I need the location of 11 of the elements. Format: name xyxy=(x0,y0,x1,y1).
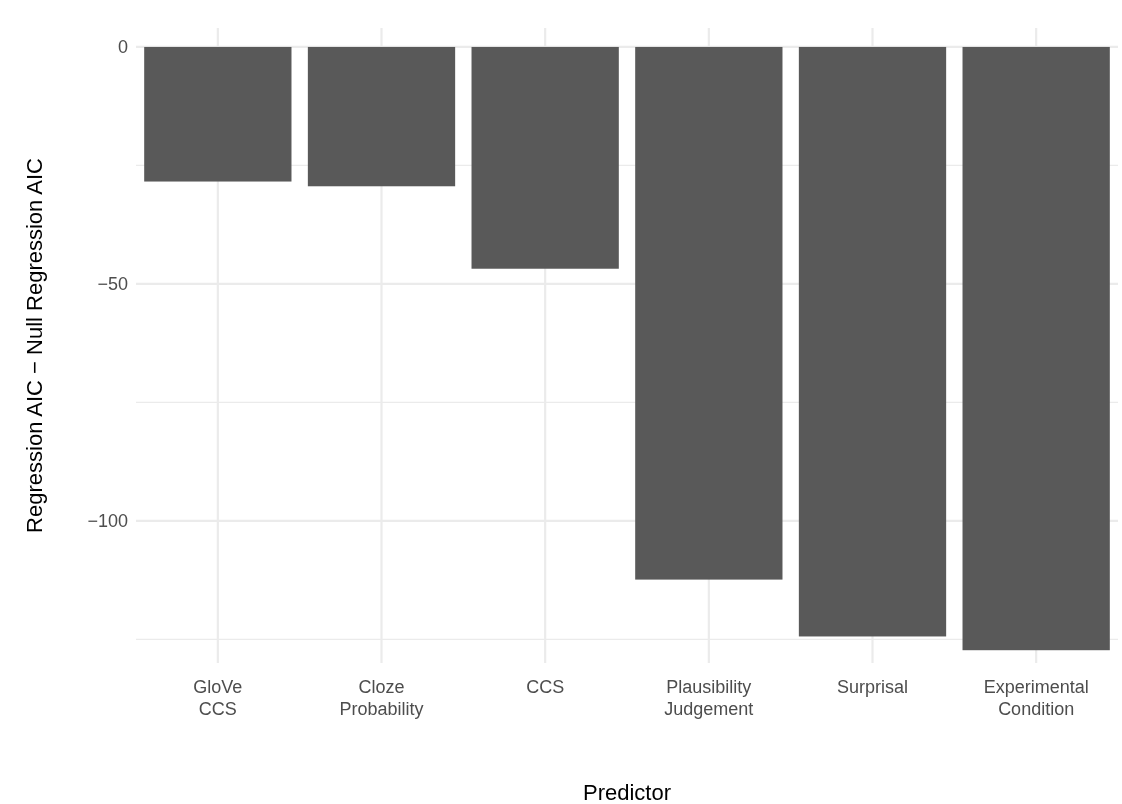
x-tick-label: CCS xyxy=(526,677,565,697)
y-tick-label: 0 xyxy=(117,37,128,58)
y-axis-title: Regression AIC − Null Regression AIC xyxy=(22,158,47,533)
x-tick-label: Plausibility Judgement xyxy=(664,677,754,719)
y-tick-label: −50 xyxy=(97,274,128,295)
x-tick-label: GloVe CCS xyxy=(193,677,243,719)
x-tick-label: Cloze Probability xyxy=(339,677,424,719)
x-tick-label: Experimental Condition xyxy=(983,677,1089,719)
y-tick-label: −100 xyxy=(87,511,128,532)
x-axis-title: Predictor xyxy=(582,780,672,804)
x-tick-label: Surprisal xyxy=(836,677,909,697)
